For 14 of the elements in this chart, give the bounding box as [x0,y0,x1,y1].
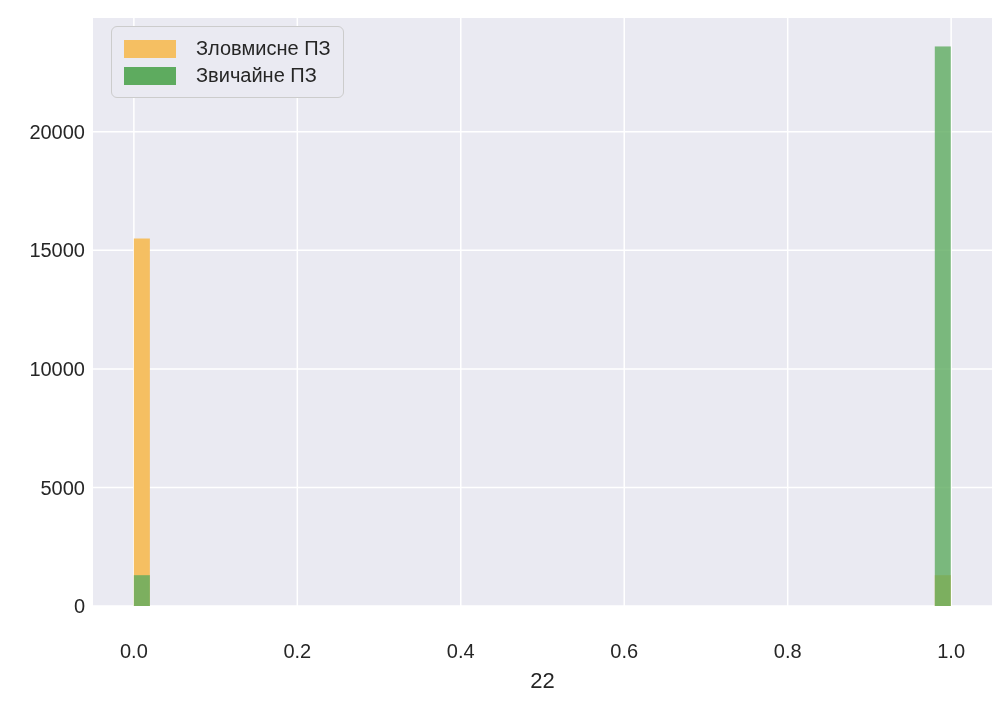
x-tick-label: 1.0 [937,640,966,663]
y-tick-label: 0 [73,595,85,618]
x-tick-label: 0.6 [610,640,639,663]
y-tick-label: 20000 [29,120,85,143]
legend-label: Зловмисне ПЗ [196,37,331,60]
legend-label: Звичайне ПЗ [196,64,317,87]
y-tick-label: 10000 [29,358,85,380]
x-tick-label: 0.4 [446,640,475,663]
x-tick-label: 0.8 [773,640,802,663]
x-axis-title: 22 [529,668,556,694]
y-tick-label: 5000 [40,476,85,499]
y-tick-label: 15000 [29,239,85,262]
x-tick-label: 0.2 [283,640,312,663]
x-tick-label: 0.0 [119,640,148,663]
